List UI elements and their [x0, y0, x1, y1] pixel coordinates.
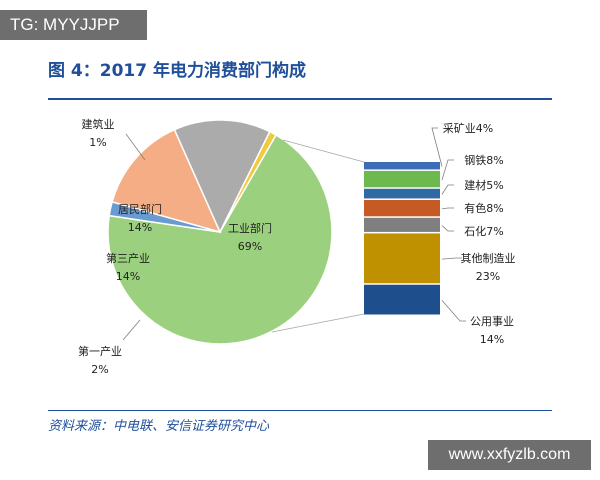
bar-segment [364, 284, 440, 315]
pie-slice-label: 工业部门 [228, 221, 272, 235]
pie-slice [219, 130, 278, 233]
bar-label-leader [441, 207, 454, 210]
pie-slice-value: 1% [89, 136, 106, 149]
bar-segment-label: 钢铁8% [464, 154, 503, 167]
chart-title: 图 4：2017 年电力消费部门构成 [48, 61, 306, 81]
bar-segment [364, 188, 440, 199]
pie-slice-label: 第三产业 [106, 251, 150, 265]
bar-segment-value: 14% [480, 333, 504, 346]
bar-segment-label: 公用事业 [470, 315, 514, 328]
bar-segment [364, 170, 440, 188]
bar-segment-label: 采矿业4% [443, 122, 493, 135]
pie-slice-value: 14% [116, 270, 140, 283]
bar-segment-label: 其他制造业 [461, 251, 516, 265]
connector-line-top [282, 139, 365, 163]
pie-slice [111, 128, 222, 234]
bar-segment-label: 石化7% [464, 224, 503, 238]
bar-label-leader [441, 225, 454, 232]
bar-label-leader [441, 184, 454, 195]
pie-label-leader [125, 133, 146, 161]
pie-slice-label: 建筑业 [82, 117, 115, 131]
pie-slice [107, 133, 333, 345]
pie-slice-value: 2% [91, 363, 108, 376]
pie-slice-label: 居民部门 [118, 202, 162, 216]
bar-label-leader [431, 127, 443, 167]
bar-segment [364, 199, 440, 217]
bar-segment [364, 217, 440, 232]
bar-label-leader [441, 257, 462, 260]
pie-label-leader [122, 319, 141, 341]
source-note: 资料来源：中电联、安信证券研究中心 [48, 419, 270, 434]
watermark-top-left: TG: MYYJJPP [0, 10, 147, 40]
bar-segment-value: 23% [476, 270, 500, 283]
pie-slice-label: 第一产业 [78, 344, 122, 358]
pie-chart [107, 119, 333, 345]
bar-segment-label: 建材5% [464, 178, 503, 192]
source-rule [48, 410, 552, 411]
bar-label-leader [441, 159, 454, 181]
pie-slice [173, 119, 271, 234]
bar-segment [364, 233, 440, 284]
connector-line-bottom [271, 313, 365, 333]
bar-segment [364, 162, 440, 170]
bar-segment-label: 有色8% [464, 201, 503, 215]
stacked-bar-chart [364, 162, 440, 315]
bar-label-leader [441, 300, 466, 322]
watermark-bottom-right: www.xxfyzlb.com [428, 440, 591, 470]
chart-labels: 工业部门 69% 第一产业 2% 第三产业 14% 居民部门 14% 建筑业 1% 采矿业4% 钢铁8… [78, 117, 516, 376]
title-rule [48, 98, 552, 100]
connector-lines [271, 139, 365, 333]
pie-slice-value: 14% [128, 221, 152, 234]
pie-slice-value: 69% [238, 240, 262, 253]
